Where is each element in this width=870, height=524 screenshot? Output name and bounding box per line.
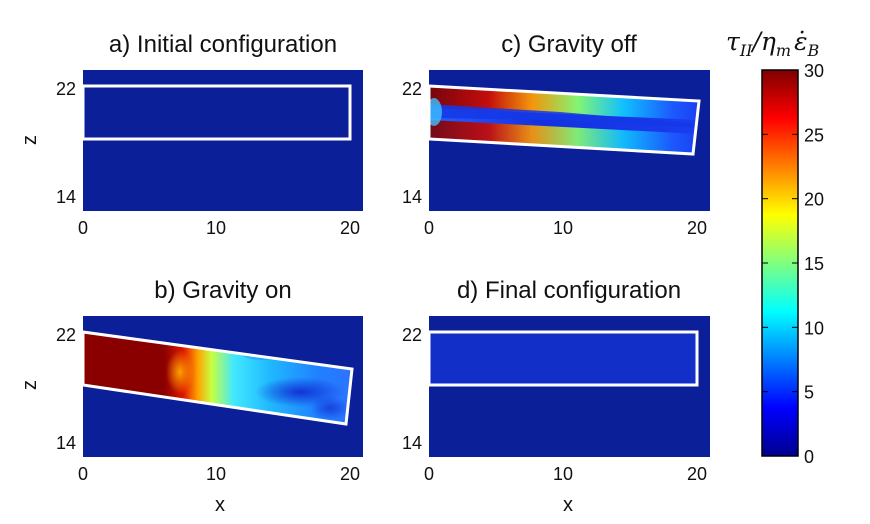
panel-d-title: d) Final configuration <box>457 277 681 304</box>
colorbar-label: τII/ηm ε̇B <box>726 27 819 60</box>
colorbar-tick-label: 30 <box>804 61 824 81</box>
panel-c-title: c) Gravity off <box>501 31 637 58</box>
colorbar-tick-label: 10 <box>804 318 824 338</box>
panel-c-body-outline <box>427 84 701 156</box>
colorbar-tick-label: 5 <box>804 383 814 403</box>
panel-c-xtick-0: 0 <box>424 218 434 238</box>
panel-b-ytick-22: 22 <box>56 325 76 345</box>
colorbar-tick-label: 25 <box>804 125 824 145</box>
panel-a-body-outline <box>81 84 352 141</box>
colorbar: τII/ηm ε̇B 0 5 10 15 20 25 30 <box>726 27 824 467</box>
panel-b-xtick-10: 10 <box>206 464 226 484</box>
panel-b-xtick-0: 0 <box>78 464 88 484</box>
panel-d: d) Final configuration 22 14 0 10 20 x <box>402 277 710 516</box>
panel-c-xtick-10: 10 <box>553 218 573 238</box>
panel-c-xtick-20: 20 <box>687 218 707 238</box>
panel-a-title: a) Initial configuration <box>109 31 337 58</box>
colorbar-tick-label: 20 <box>804 190 824 210</box>
panel-b-ylabel: z <box>19 380 41 390</box>
panel-b-title: b) Gravity on <box>154 277 291 304</box>
panel-a: a) Initial configuration z 22 14 0 10 20 <box>19 31 363 238</box>
panel-c-ytick-22: 22 <box>402 79 422 99</box>
panel-b-xtick-20: 20 <box>340 464 360 484</box>
panel-a-xtick-10: 10 <box>206 218 226 238</box>
panel-b-body-outline <box>81 330 354 426</box>
panel-d-xtick-10: 10 <box>553 464 573 484</box>
panel-c: c) Gravity off 22 14 0 10 20 <box>402 31 710 238</box>
panel-a-xtick-0: 0 <box>78 218 88 238</box>
panel-a-ytick-14: 14 <box>56 187 76 207</box>
panel-b: b) Gravity on z 22 14 0 10 20 x <box>19 277 363 516</box>
panel-d-ytick-22: 22 <box>402 325 422 345</box>
panel-d-xtick-20: 20 <box>687 464 707 484</box>
colorbar-tick-label: 0 <box>804 447 814 467</box>
panel-b-ytick-14: 14 <box>56 433 76 453</box>
panel-d-ytick-14: 14 <box>402 433 422 453</box>
colorbar-ticks: 0 5 10 15 20 25 30 <box>762 61 824 467</box>
panel-b-xlabel: x <box>215 494 225 516</box>
panel-d-xlabel: x <box>563 494 573 516</box>
panel-d-xtick-0: 0 <box>424 464 434 484</box>
panel-a-ytick-22: 22 <box>56 79 76 99</box>
panel-d-body-outline <box>427 330 699 387</box>
panel-c-field <box>429 86 699 154</box>
colorbar-tick-label: 15 <box>804 254 824 274</box>
panel-a-xtick-20: 20 <box>340 218 360 238</box>
panel-a-ylabel: z <box>19 135 41 145</box>
panel-c-ytick-14: 14 <box>402 187 422 207</box>
